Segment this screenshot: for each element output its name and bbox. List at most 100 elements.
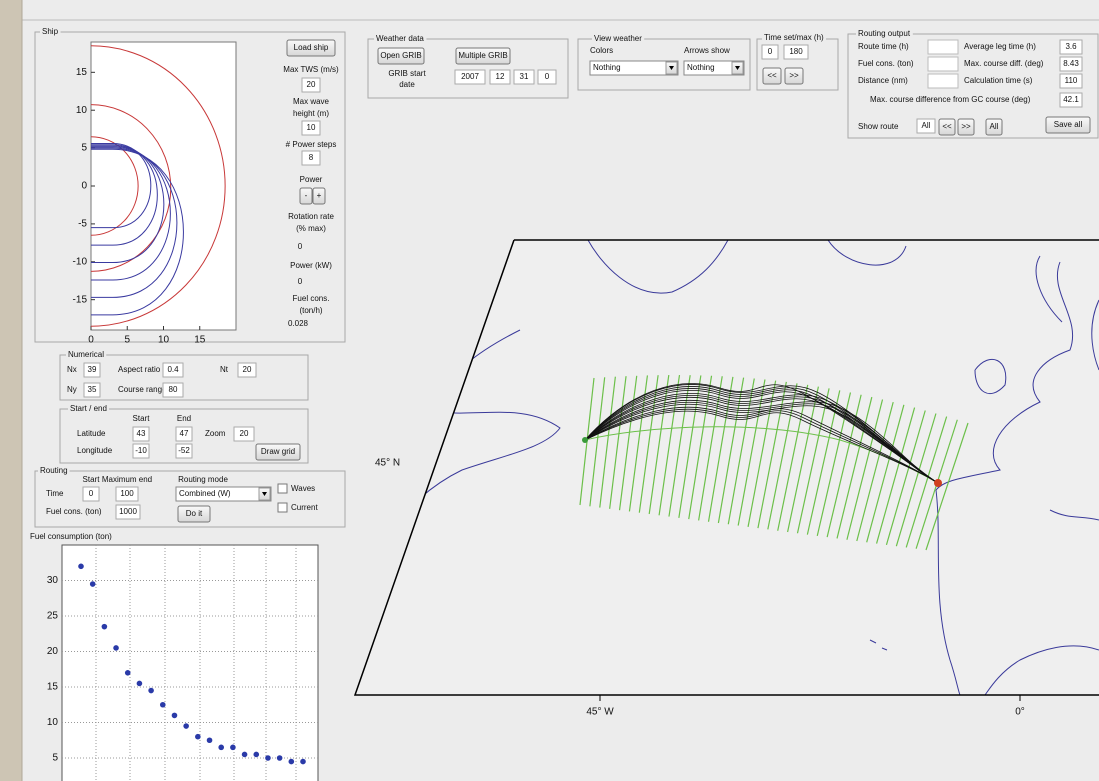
x-tick-label: 0	[88, 335, 94, 346]
fuel-field[interactable]	[115, 504, 141, 520]
plus[interactable]: +	[317, 191, 322, 200]
data-point	[183, 723, 189, 729]
mode-popup[interactable]	[175, 486, 272, 502]
route	[584, 383, 939, 484]
data-point	[300, 758, 306, 765]
year-field[interactable]	[454, 69, 486, 85]
hour-field[interactable]	[537, 69, 557, 85]
y-tick-label: 10	[76, 105, 88, 116]
do-it-button[interactable]	[177, 505, 211, 523]
set-field[interactable]	[761, 44, 779, 60]
lat-end-field[interactable]	[175, 426, 193, 442]
avg-leg-field[interactable]	[1059, 39, 1083, 55]
max-tws: 20	[307, 80, 316, 89]
next-button[interactable]	[957, 118, 975, 136]
forward-button[interactable]	[784, 67, 804, 85]
all[interactable]: All	[990, 122, 999, 131]
mode[interactable]: Combined (W)	[179, 489, 231, 498]
show-label: Show route	[858, 122, 899, 131]
max-course-field[interactable]	[1059, 56, 1083, 72]
next[interactable]: >>	[961, 122, 971, 131]
prev[interactable]: <<	[942, 122, 952, 131]
view-weather-panel	[577, 38, 751, 91]
month-field[interactable]	[489, 69, 511, 85]
mode-label: Routing mode	[178, 475, 228, 484]
map-frame	[353, 239, 1099, 696]
power-steps-field[interactable]	[301, 150, 321, 166]
do-it[interactable]: Do it	[186, 509, 203, 518]
load-button-button[interactable]	[286, 39, 336, 57]
multiple-button[interactable]	[455, 47, 511, 65]
islands	[869, 639, 888, 651]
day-field[interactable]	[513, 69, 535, 85]
data-point	[230, 744, 236, 751]
empty-field	[927, 39, 959, 55]
max-wave: 10	[307, 123, 316, 132]
waves-checkbox[interactable]	[277, 483, 288, 494]
show-value-field[interactable]	[916, 118, 936, 134]
forward[interactable]: >>	[789, 71, 799, 80]
draw-grid-button[interactable]	[255, 443, 301, 461]
x-tick-label: 5	[124, 335, 130, 346]
minus-button[interactable]	[299, 187, 313, 205]
max-field[interactable]	[783, 44, 809, 60]
zoom-field[interactable]	[233, 426, 255, 442]
y-tick-label: 30	[47, 575, 59, 586]
gc-field[interactable]	[1059, 92, 1083, 108]
data-point	[288, 758, 295, 765]
load-button[interactable]: Load ship	[294, 43, 329, 52]
nt-field[interactable]	[237, 362, 257, 378]
data-point	[241, 751, 248, 758]
grid-line	[668, 375, 691, 517]
prev-button[interactable]	[938, 118, 956, 136]
current-checkbox[interactable]	[277, 502, 288, 513]
title-background	[856, 29, 913, 39]
title-title: Start / end	[70, 404, 107, 413]
lon-start-field[interactable]	[132, 443, 150, 459]
x-tick-label: 15	[194, 335, 206, 346]
routes	[584, 383, 939, 484]
time-end-field[interactable]	[115, 486, 139, 502]
plus-button[interactable]	[312, 187, 326, 205]
data-point	[124, 670, 131, 676]
lat-label: Latitude	[77, 429, 106, 438]
open[interactable]: Open GRIB	[380, 51, 421, 60]
all-button[interactable]	[985, 118, 1003, 136]
power-steps-label: # Power steps	[286, 140, 337, 149]
save-button[interactable]	[1045, 116, 1091, 134]
course-field[interactable]	[162, 382, 184, 398]
title-background	[66, 350, 107, 360]
back[interactable]: <<	[767, 71, 777, 80]
time-start: 0	[89, 489, 94, 498]
save[interactable]: Save all	[1054, 120, 1083, 129]
open-button[interactable]	[377, 47, 425, 65]
course-label: Course range	[118, 385, 167, 394]
arrows[interactable]: Nothing	[687, 63, 715, 72]
colors[interactable]: Nothing	[593, 63, 621, 72]
lon-end-field[interactable]	[175, 443, 193, 459]
nx: 39	[88, 365, 97, 374]
title-title: Time set/max (h)	[764, 33, 824, 42]
lat-start-field[interactable]	[132, 426, 150, 442]
popup-arrow	[735, 66, 740, 70]
max-wave-field[interactable]	[301, 120, 321, 136]
multiple[interactable]: Multiple GRIB	[458, 51, 507, 60]
back-button[interactable]	[762, 67, 782, 85]
speed-circle	[91, 45, 226, 327]
lat-start: 43	[137, 429, 146, 438]
arrows-popup[interactable]	[683, 60, 745, 76]
nx-field[interactable]	[83, 362, 101, 378]
ny-field[interactable]	[83, 382, 101, 398]
time-start-field[interactable]	[82, 486, 100, 502]
draw-grid[interactable]: Draw grid	[261, 447, 295, 456]
nx-label: Nx	[67, 365, 77, 374]
colors-popup[interactable]	[589, 60, 679, 76]
max-tws-field[interactable]	[301, 77, 321, 93]
grid-line	[826, 394, 862, 538]
ny: 35	[88, 385, 97, 394]
minus[interactable]: -	[305, 191, 308, 200]
calc-field[interactable]	[1059, 73, 1083, 89]
aspect-field[interactable]	[162, 362, 184, 378]
y-tick-label: 15	[47, 682, 59, 693]
